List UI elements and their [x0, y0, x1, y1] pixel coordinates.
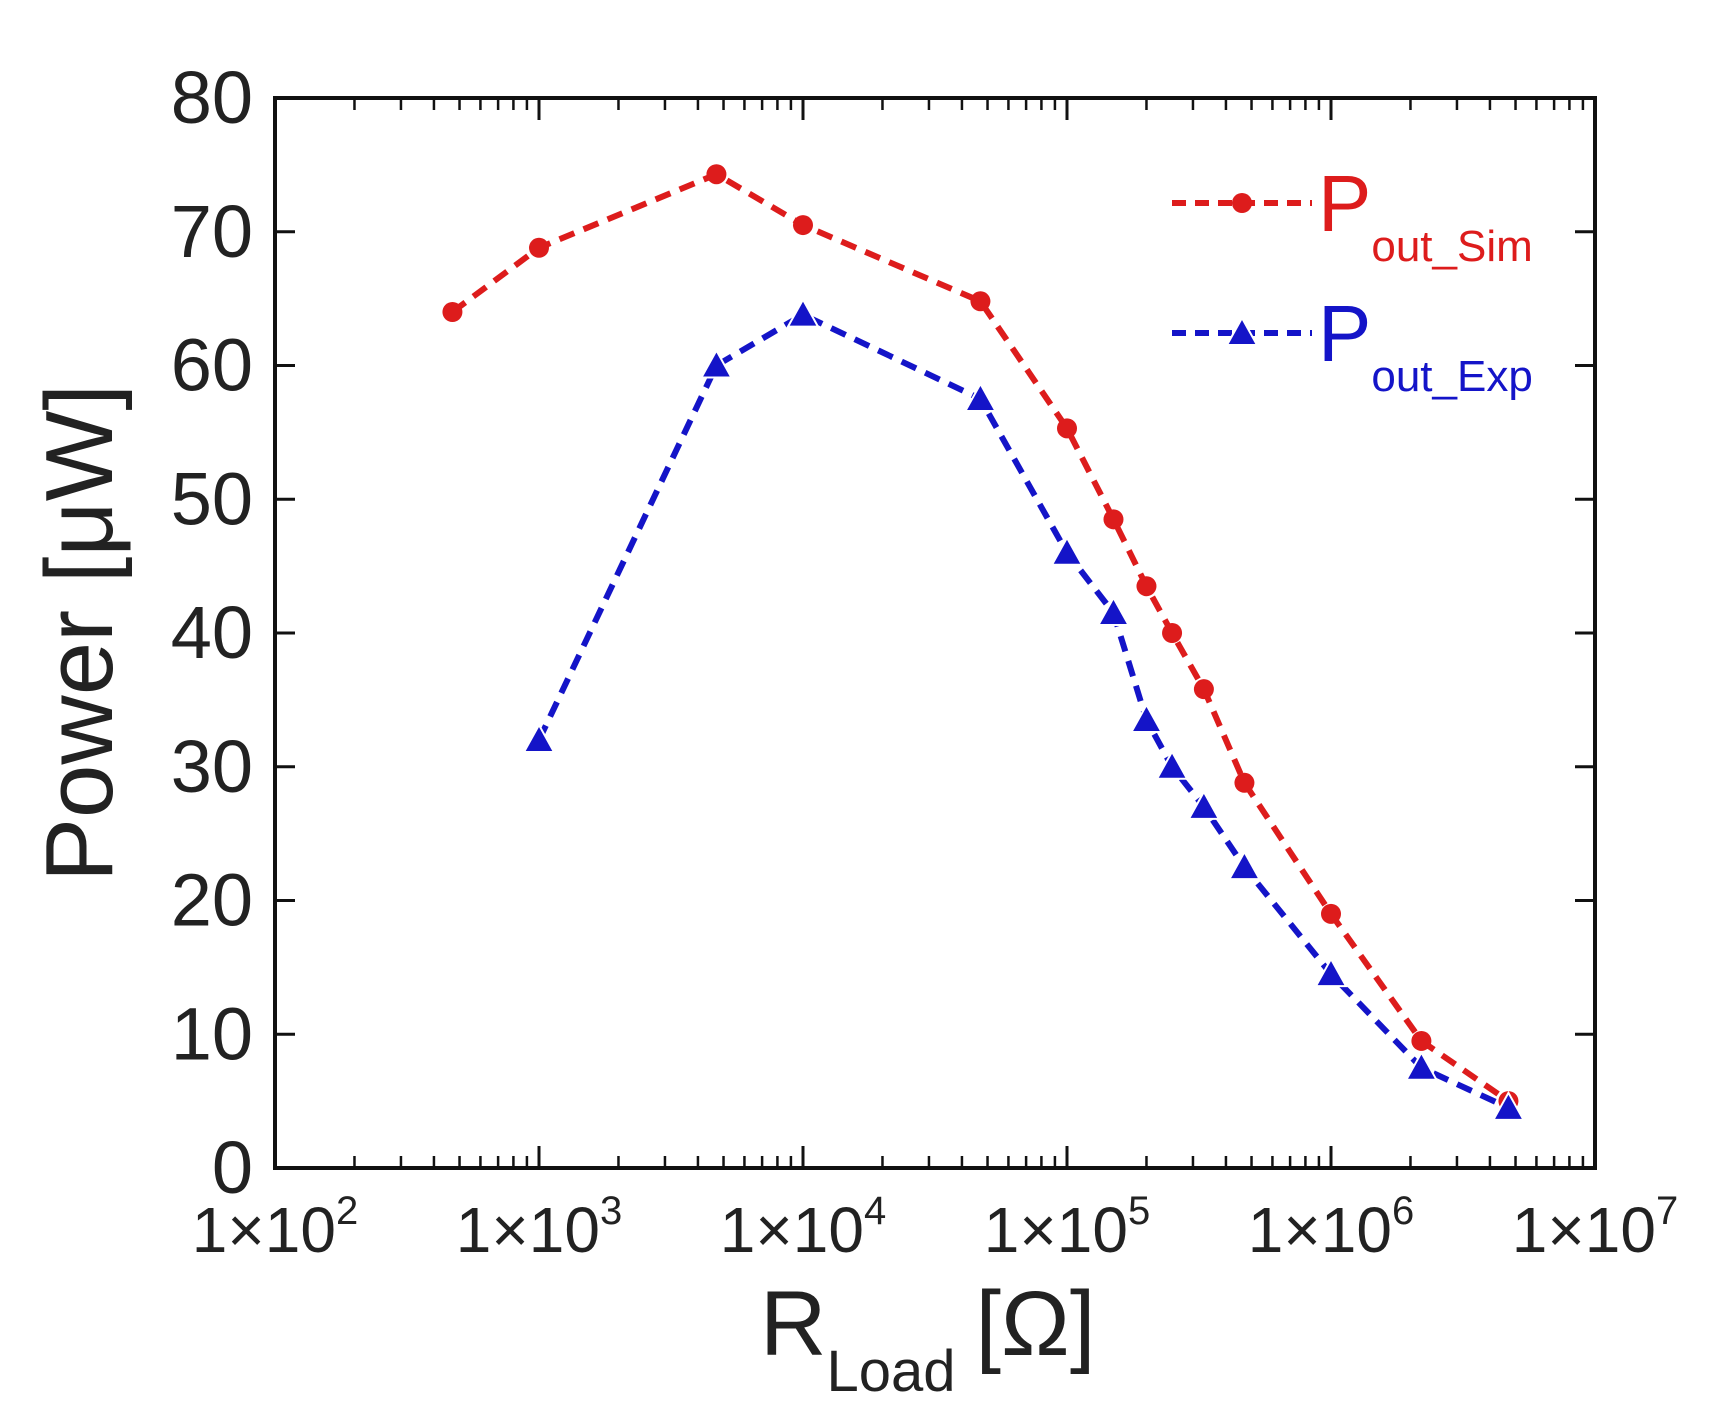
data-point-circle — [1136, 576, 1157, 597]
data-point-triangle — [1129, 702, 1164, 733]
x-tick-label-exponent: 2 — [336, 1189, 358, 1233]
y-tick-label: 20 — [171, 859, 253, 942]
data-point-circle — [529, 237, 549, 258]
series-layer — [442, 164, 1526, 1121]
data-point-triangle — [1187, 789, 1221, 820]
x-tick-label: 1×107 — [1512, 1189, 1678, 1266]
x-tick-label-base: 1×10 — [192, 1194, 336, 1266]
x-tick-label-exponent: 5 — [1128, 1189, 1150, 1233]
y-tick-label: 10 — [171, 992, 253, 1075]
legend-label-main: P — [1318, 159, 1371, 248]
x-axis-title-unit: [Ω] — [975, 1273, 1095, 1375]
x-tick-label-base: 1×10 — [984, 1194, 1128, 1266]
data-point-triangle — [1314, 957, 1348, 988]
y-tick-label: 0 — [212, 1126, 253, 1209]
x-tick-label-base: 1×10 — [1512, 1194, 1656, 1266]
legend-label-main: P — [1318, 289, 1371, 378]
data-point-circle — [1103, 509, 1124, 530]
x-tick-label: 1×103 — [456, 1189, 622, 1266]
data-point-triangle — [699, 348, 734, 379]
x-axis-title-main: R — [760, 1273, 826, 1375]
data-point-triangle — [1155, 749, 1189, 780]
x-minor-ticks — [353, 98, 1585, 1168]
data-point-triangle — [1404, 1050, 1439, 1081]
data-point-triangle — [1096, 595, 1131, 626]
series-line — [450, 171, 1511, 1104]
data-point-triangle — [786, 297, 820, 328]
data-point-circle — [442, 302, 463, 322]
x-tick-labels: 1×102 1×103 1×104 1×105 1×106 1×107 — [192, 1189, 1678, 1266]
x-tick-label: 1×104 — [720, 1189, 886, 1266]
legend-label-sub: out_Sim — [1371, 222, 1532, 271]
x-tick-label: 1×102 — [192, 1189, 358, 1266]
x-tick-label-exponent: 4 — [864, 1189, 886, 1233]
data-point-triangle — [963, 381, 998, 412]
legend-label: Pout_Exp — [1318, 289, 1533, 401]
data-point-circle — [1234, 772, 1255, 793]
y-tick-label: 80 — [171, 56, 253, 139]
data-point-circle — [970, 291, 991, 312]
x-tick-label-exponent: 7 — [1656, 1189, 1678, 1233]
y-axis-title: Power [μW] — [26, 384, 133, 882]
y-tick-label: 60 — [171, 324, 253, 407]
data-point-circle — [706, 164, 727, 185]
x-tick-label: 1×106 — [1248, 1189, 1414, 1266]
axis-major-ticks — [273, 96, 1597, 1170]
data-point-triangle — [1225, 315, 1259, 346]
legend-label: Pout_Sim — [1318, 159, 1533, 271]
x-tick-label: 1×105 — [984, 1189, 1150, 1266]
data-point-triangle — [1050, 535, 1084, 566]
x-axis-title-sub: Load — [826, 1339, 955, 1404]
x-tick-label-exponent: 6 — [1392, 1189, 1414, 1233]
data-point-triangle — [522, 722, 556, 753]
data-point-circle — [1321, 903, 1341, 924]
data-point-triangle — [1491, 1090, 1526, 1121]
x-tick-label-base: 1×10 — [1248, 1194, 1392, 1266]
data-point-circle — [1232, 193, 1252, 213]
data-point-circle — [1057, 418, 1077, 439]
legend-label-sub: out_Exp — [1371, 352, 1532, 401]
legend-entry-out-exp: Pout_Exp — [1172, 289, 1533, 401]
x-axis-title: RLoad [Ω] — [760, 1273, 1095, 1404]
y-tick-label: 50 — [171, 457, 253, 540]
y-tick-label: 40 — [171, 591, 253, 674]
x-tick-label-exponent: 3 — [600, 1189, 622, 1233]
y-tick-label: 70 — [171, 190, 253, 273]
y-tick-label: 30 — [171, 725, 253, 808]
legend-entry-out-sim: Pout_Sim — [1172, 159, 1533, 271]
x-tick-label-base: 1×10 — [720, 1194, 864, 1266]
data-point-circle — [793, 215, 813, 236]
data-point-triangle — [1227, 850, 1262, 881]
y-tick-labels: 0 10 20 30 40 50 60 70 80 — [171, 56, 253, 1209]
series-out-exp — [522, 297, 1526, 1121]
data-point-circle — [1411, 1030, 1432, 1051]
x-tick-label-base: 1×10 — [456, 1194, 600, 1266]
data-point-circle — [1193, 679, 1214, 700]
series-line — [536, 311, 1510, 1111]
data-point-circle — [1162, 623, 1183, 643]
